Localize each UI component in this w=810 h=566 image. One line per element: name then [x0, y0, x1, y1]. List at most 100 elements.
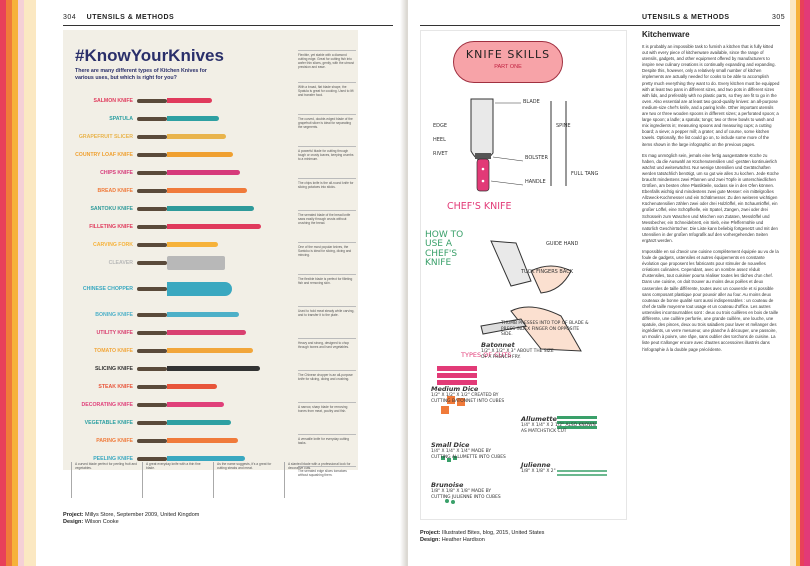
knife-blade: [167, 188, 247, 193]
knife-skills-banner: KNIFE SKILLS PART ONE: [453, 41, 563, 83]
knife-handle: [137, 170, 167, 175]
cut-description: 1/4" X 1/4" X 1/4" MADE BY CUTTING ALLUM…: [431, 449, 506, 460]
knife-blade: [167, 170, 240, 175]
knife-row: BREAD KNIFE: [63, 186, 247, 195]
bottom-notes: A curved blade perfect for peeling fruit…: [71, 462, 351, 498]
knife-name: FILLETING KNIFE: [89, 223, 133, 230]
knife-handle: [137, 348, 167, 353]
knife-name: BREAD KNIFE: [97, 187, 133, 194]
bottom-note: A curved blade perfect for peeling fruit…: [71, 462, 138, 498]
article-paragraph-de: Es mag unmöglich sein, jemals eine ferti…: [642, 152, 779, 243]
right-edge-stripes: [790, 0, 810, 566]
knife-name: STEAK KNIFE: [98, 383, 133, 390]
right-credit-label: Project:: [420, 530, 441, 536]
label-spine: SPINE: [556, 123, 571, 129]
knife-blade: [167, 281, 232, 296]
knife-description: The serrated edge slices tomatoes withou…: [298, 466, 356, 498]
knife-handle: [137, 116, 167, 121]
how-to-use-heading: HOW TO USE A CHEF'S KNIFE: [425, 230, 464, 269]
left-header-rule: [63, 25, 393, 26]
right-running-head-text: UTENSILS & METHODS: [642, 14, 730, 21]
left-credit-project: Millys Store, September 2009, United Kin…: [85, 512, 200, 518]
knife-name: VEGETABLE KNIFE: [84, 419, 133, 426]
knife-handle: [137, 206, 167, 211]
label-handle: HANDLE: [525, 179, 546, 185]
label-edge: EDGE: [433, 123, 448, 129]
knife-row: SANTOKU KNIFE: [63, 204, 254, 213]
knife-name: GRAPEFRUIT SLICER: [78, 133, 133, 140]
knife-description: A narrow, sharp blade for removing bones…: [298, 402, 356, 434]
label-bolster: BOLSTER: [525, 155, 548, 161]
cut-description: 1/4" X 1/4" X 2 1/2" ALSO KNOWN AS MATCH…: [521, 423, 596, 434]
right-credit-design-label: Design:: [420, 537, 441, 544]
label-guide-hand: GUIDE HAND: [546, 241, 579, 247]
knife-blade: [167, 224, 261, 229]
cut-description: 1/2" X 1/2" X 1/2" CREATED BY CUTTING BA…: [431, 393, 505, 404]
left-running-head-text: UTENSILS & METHODS: [86, 14, 175, 21]
knife-name: CLEAVER: [108, 259, 133, 266]
knife-skills-illustration: KNIFE SKILLS PART ONE BLADE EDGE HEEL RI…: [420, 30, 627, 520]
knife-name: SALMON KNIFE: [93, 97, 133, 104]
knife-row: PEELING KNIFE: [63, 454, 245, 463]
knife-description: One of the most popular knives, the Sant…: [298, 242, 356, 274]
knife-handle: [137, 420, 167, 425]
left-page-number: 304: [63, 14, 77, 21]
label-full-tang: FULL TANG: [571, 171, 599, 177]
knife-row: GRAPEFRUIT SLICER: [63, 132, 226, 141]
knife-name: PEELING KNIFE: [93, 455, 133, 462]
left-credit-label: Project:: [63, 512, 84, 518]
cut-description: 1/8" X 1/8" X 2": [521, 469, 556, 474]
knife-blade: [167, 255, 225, 270]
left-credit-design-label: Design:: [63, 519, 84, 526]
knife-row: VEGETABLE KNIFE: [63, 418, 231, 427]
knife-description: The flexible blade is perfect for fillet…: [298, 274, 356, 306]
knife-name: SLICING KNIFE: [94, 365, 133, 372]
knife-description: A versatile knife for everyday cutting t…: [298, 434, 356, 466]
right-page-number: 305: [772, 14, 786, 21]
bottom-note: As the name suggests, it's a great for c…: [213, 462, 280, 498]
knife-handle: [137, 312, 167, 317]
knife-blade: [167, 348, 253, 354]
knife-row: CHINESE CHOPPER: [63, 281, 232, 296]
knife-row: CHIPS KNIFE: [63, 168, 240, 177]
knife-row: CARVING FORK: [63, 240, 218, 249]
left-credit: Project: Millys Store, September 2009, U…: [63, 512, 199, 527]
knife-handle: [137, 366, 167, 371]
knife-row: UTILITY KNIFE: [63, 328, 246, 337]
cut-item: Allumette 1/4" X 1/4" X 2 1/2" ALSO KNOWN…: [521, 415, 601, 434]
knife-name: COUNTRY LOAF KNIFE: [75, 151, 133, 158]
knife-name: SPATULA: [109, 115, 133, 122]
cut-item: Julienne 1/8" X 1/8" X 2": [521, 461, 601, 475]
knife-blade: [167, 152, 233, 157]
knife-blade: [167, 312, 239, 318]
right-credit-project: Illustrated Bites, blog, 2015, United St…: [442, 530, 545, 536]
knife-name: BONING KNIFE: [95, 311, 133, 318]
chefs-knife-drawing: [470, 98, 567, 192]
knife-handle: [137, 330, 167, 335]
knife-blade: [167, 330, 246, 336]
knife-description: Heavy and strong, designed to chop throu…: [298, 338, 356, 370]
infographic-subtitle: There are many different types of Kitche…: [75, 68, 207, 81]
knife-description: The curved, double-edged blade of the gr…: [298, 114, 356, 146]
knife-name: CHIPS KNIFE: [100, 169, 133, 176]
cut-name: Allumette: [521, 415, 557, 423]
knife-description: The Chinese chopper is an all-purpose kn…: [298, 370, 356, 402]
banner-title: KNIFE SKILLS: [465, 48, 551, 61]
knife-grip-drawing: [480, 240, 582, 352]
right-header-rule: [420, 25, 780, 26]
knife-blade: [167, 438, 238, 444]
knife-blade: [167, 134, 226, 139]
left-running-head: 304 UTENSILS & METHODS: [63, 14, 174, 21]
knife-handle: [137, 286, 167, 291]
knife-blade: [167, 456, 245, 462]
knife-blade: [167, 206, 254, 211]
cut-name: Batonnet: [481, 341, 515, 349]
infographic-title: #KnowYourKnives: [75, 46, 224, 65]
knife-handle: [137, 152, 167, 157]
knife-blade: [167, 116, 219, 121]
knife-row: STEAK KNIFE: [63, 382, 217, 391]
cut-item: Brunoise 1/8" X 1/8" X 1/8" MADE BY CUTTI…: [431, 481, 511, 500]
cut-name: Small Dice: [431, 441, 470, 449]
knife-description: The serrated blade of the bread knife sa…: [298, 210, 356, 242]
